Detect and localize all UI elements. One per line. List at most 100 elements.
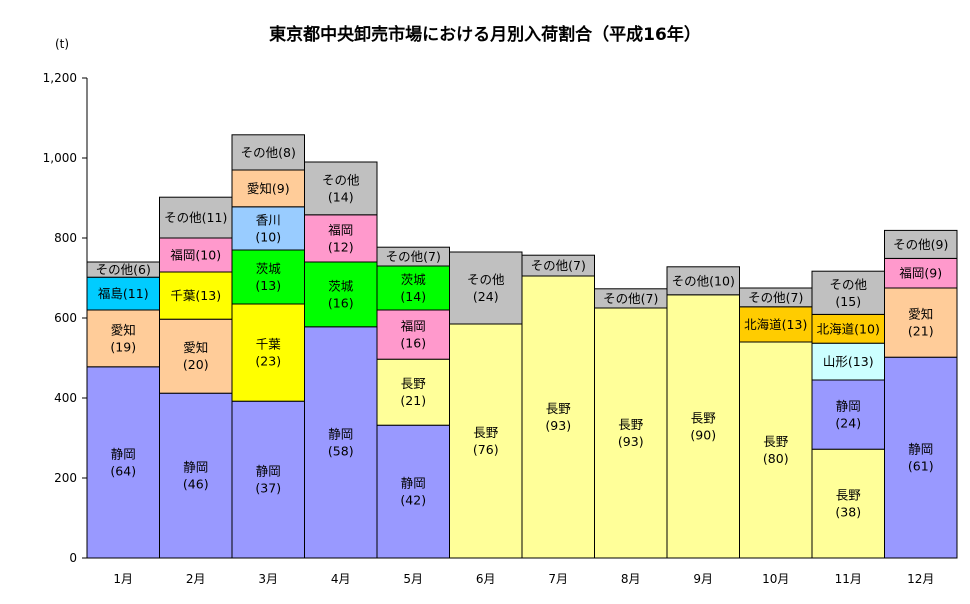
bar-8月: 長野 (93) その他(7) bbox=[594, 288, 668, 559]
segment-data-label: 静岡 bbox=[328, 426, 353, 441]
segment-data-label: 長野 bbox=[618, 417, 644, 432]
x-tick-label: 10月 bbox=[762, 572, 789, 586]
bar-segment-その他 bbox=[811, 270, 885, 315]
segment-data-label: 山形(13) bbox=[823, 354, 874, 369]
segment-data-label: 静岡 bbox=[401, 476, 426, 491]
x-tick-label: 7月 bbox=[548, 572, 568, 586]
bar-segment-福岡 bbox=[884, 257, 958, 289]
bars-group: 静岡(64)愛知(19)福島(11)その他(6)静岡(46)愛知(20)千葉(1… bbox=[86, 134, 958, 559]
segment-data-label: その他(6) bbox=[96, 262, 151, 277]
bar-segment-長野 bbox=[594, 307, 668, 559]
bar-segment-福岡 bbox=[376, 309, 450, 360]
bar-segment-静岡 bbox=[376, 424, 450, 559]
x-tick-label: 3月 bbox=[258, 572, 278, 586]
segment-data-label: (76) bbox=[473, 442, 499, 457]
segment-data-label: 長野 bbox=[691, 410, 717, 425]
bar-segment-長野 bbox=[739, 341, 813, 559]
segment-data-label: その他(7) bbox=[531, 258, 586, 273]
segment-data-label: 長野 bbox=[473, 425, 499, 440]
bar-segment-その他 bbox=[159, 196, 233, 239]
segment-data-label: (93) bbox=[545, 418, 571, 433]
segment-data-label: 北海道(10) bbox=[817, 321, 880, 336]
segment-data-label: (90) bbox=[690, 427, 716, 442]
segment-data-label: (24) bbox=[473, 289, 499, 304]
segment-data-label: その他(7) bbox=[603, 291, 658, 306]
segment-data-label: (61) bbox=[908, 459, 934, 474]
segment-data-label: (64) bbox=[110, 463, 136, 478]
segment-data-label: 香川 bbox=[256, 212, 281, 227]
segment-data-label: その他(9) bbox=[893, 237, 948, 252]
bar-2月: 静岡 (46) 愛知 (20) 千葉(13) 福岡(10) その他(11) bbox=[159, 196, 233, 559]
x-tick-label: 5月 bbox=[403, 572, 423, 586]
segment-data-label: その他 bbox=[467, 272, 505, 287]
bar-3月: 静岡 (37) 千葉 (23) 茨城 (13) 香川 (10) 愛知(9) その他(8) bbox=[231, 134, 305, 559]
segment-data-label: (15) bbox=[835, 294, 861, 309]
segment-data-label: 長野 bbox=[401, 376, 427, 391]
segment-data-label: (10) bbox=[255, 229, 281, 244]
segment-data-label: (16) bbox=[328, 295, 354, 310]
bar-segment-その他 bbox=[231, 134, 305, 171]
x-tick-label: 2月 bbox=[186, 572, 206, 586]
segment-data-label: 茨城 bbox=[401, 272, 427, 287]
bar-segment-静岡 bbox=[86, 366, 160, 559]
x-tick-label: 4月 bbox=[331, 572, 351, 586]
segment-data-label: 福岡(10) bbox=[170, 248, 221, 263]
segment-data-label: (14) bbox=[328, 189, 354, 204]
segment-data-label: (21) bbox=[400, 393, 426, 408]
segment-data-label: 千葉(13) bbox=[170, 288, 221, 303]
x-tick-label: 11月 bbox=[835, 572, 862, 586]
bar-segment-静岡 bbox=[231, 400, 305, 559]
y-tick-label: 0 bbox=[69, 551, 77, 565]
y-axis: 0 200 400 600 800 1,000 1,200 bbox=[43, 71, 88, 565]
segment-data-label: その他 bbox=[829, 277, 867, 292]
segment-data-label: 茨城 bbox=[328, 278, 354, 293]
segment-data-label: 福岡 bbox=[328, 222, 353, 237]
segment-data-label: その他(7) bbox=[386, 249, 441, 264]
segment-data-label: 福岡(9) bbox=[899, 266, 942, 281]
segment-data-label: 福島(11) bbox=[98, 286, 149, 301]
bar-segment-静岡 bbox=[304, 326, 378, 559]
segment-data-label: (13) bbox=[255, 278, 281, 293]
bar-4月: 静岡 (58) 茨城 (16) 福岡 (12) その他 (14) bbox=[304, 161, 378, 559]
bar-segment-茨城 bbox=[304, 261, 378, 328]
segment-data-label: 愛知(9) bbox=[247, 181, 290, 196]
x-axis: 1月 2月 3月 4月 5月 6月 7月 8月 9月 10月 11月 12月 bbox=[87, 557, 957, 586]
segment-data-label: 長野 bbox=[546, 401, 572, 416]
segment-data-label: その他 bbox=[322, 172, 360, 187]
bar-segment-茨城 bbox=[376, 265, 450, 311]
segment-data-label: (80) bbox=[763, 451, 789, 466]
bar-segment-長野 bbox=[449, 323, 523, 559]
segment-data-label: 静岡 bbox=[183, 460, 208, 475]
bar-segment-千葉 bbox=[231, 303, 305, 402]
bar-segment-山形 bbox=[811, 342, 885, 381]
bar-9月: 長野 (90) その他(10) bbox=[666, 266, 740, 559]
segment-data-label: (46) bbox=[183, 477, 209, 492]
bar-segment-静岡 bbox=[884, 356, 958, 559]
segment-data-label: 静岡 bbox=[256, 464, 281, 479]
bar-segment-その他 bbox=[304, 161, 378, 216]
segment-data-label: (23) bbox=[255, 354, 281, 369]
segment-data-label: (12) bbox=[328, 239, 354, 254]
bar-segment-愛知 bbox=[86, 309, 160, 368]
segment-data-label: 長野 bbox=[836, 488, 862, 503]
bar-segment-愛知 bbox=[159, 318, 233, 394]
y-axis-unit-label: (t) bbox=[55, 37, 69, 51]
segment-data-label: 静岡 bbox=[111, 446, 136, 461]
segment-data-label: (16) bbox=[400, 336, 426, 351]
segment-data-label: その他(7) bbox=[748, 290, 803, 305]
bar-segment-千葉 bbox=[159, 271, 233, 320]
segment-data-label: 千葉 bbox=[256, 337, 282, 352]
bar-segment-長野 bbox=[521, 275, 595, 559]
bar-12月: 静岡 (61) 愛知 (21) 福岡(9) その他(9) bbox=[884, 229, 958, 559]
y-tick-label: 400 bbox=[54, 391, 77, 405]
segment-data-label: その他(8) bbox=[241, 145, 296, 160]
segment-data-label: 愛知 bbox=[111, 322, 136, 337]
bar-10月: 長野 (80) 北海道(13) その他(7) bbox=[739, 287, 813, 559]
segment-data-label: (37) bbox=[255, 481, 281, 496]
bar-segment-長野 bbox=[811, 448, 885, 559]
segment-data-label: 北海道(13) bbox=[744, 317, 807, 332]
segment-data-label: (93) bbox=[618, 434, 644, 449]
bar-5月: 静岡 (42) 長野 (21) 福岡 (16) 茨城 (14) その他(7) bbox=[376, 246, 450, 559]
segment-data-label: (42) bbox=[400, 493, 426, 508]
